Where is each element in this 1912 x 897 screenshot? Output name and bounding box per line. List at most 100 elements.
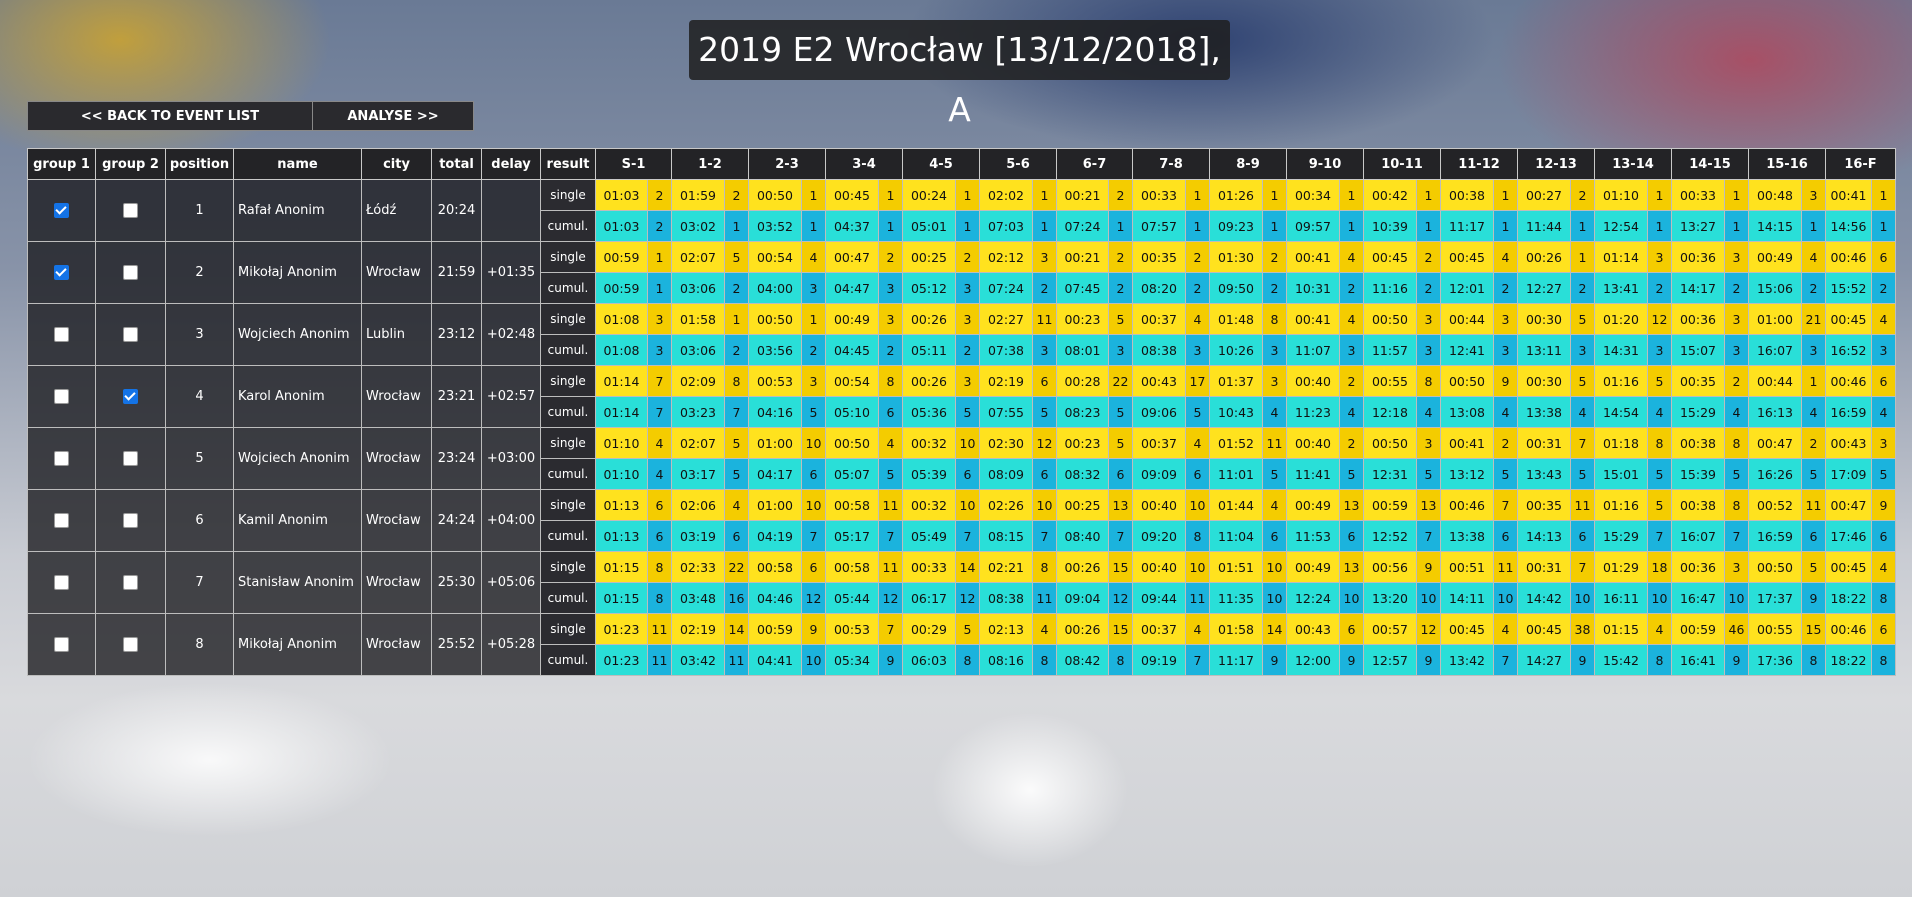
cumul-time-cell: 16:41 (1671, 644, 1725, 676)
single-place-cell: 2 (1185, 241, 1210, 273)
runner-single-row: 6 Kamil Anonim Wrocław 24:24 +04:00 single 01:… (27, 489, 1896, 552)
group2-checkbox[interactable] (123, 451, 138, 466)
single-place-cell: 4 (1262, 489, 1287, 521)
cumul-time-cell: 18:22 (1825, 582, 1872, 614)
single-time-cell: 00:40 (1286, 365, 1340, 397)
single-place-cell: 2 (1416, 241, 1441, 273)
cumul-time-cell: 13:38 (1517, 396, 1571, 428)
group2-checkbox[interactable] (123, 575, 138, 590)
runner-cumul-row: cumul. 01:15 8 03:48 16 04:46 12 05:44 12 06:17 12… (28, 582, 1896, 614)
single-time-cell: 00:29 (902, 613, 956, 645)
single-place-cell: 6 (647, 489, 672, 521)
cumul-time-cell: 14:13 (1517, 520, 1571, 552)
analyse-button[interactable]: ANALYSE >> (313, 101, 474, 131)
cumul-time-cell: 01:14 (595, 396, 648, 428)
group2-checkbox[interactable] (123, 327, 138, 342)
single-place-cell: 2 (647, 179, 672, 211)
single-place-cell: 4 (724, 489, 749, 521)
group2-checkbox[interactable] (123, 203, 138, 218)
group1-checkbox[interactable] (54, 451, 69, 466)
split-header: 12-13 (1517, 148, 1595, 180)
cumul-time-cell: 01:15 (595, 582, 648, 614)
cumul-time-cell: 15:39 (1671, 458, 1725, 490)
cumul-time-cell: 11:44 (1517, 210, 1571, 242)
cumul-place-cell: 4 (1339, 396, 1364, 428)
group1-checkbox[interactable] (54, 575, 69, 590)
name-cell: Rafał Anonim (233, 179, 362, 242)
total-cell: 20:24 (431, 179, 482, 242)
cumul-time-cell: 13:27 (1671, 210, 1725, 242)
cumul-time-cell: 07:55 (979, 396, 1033, 428)
single-time-cell: 00:27 (1517, 179, 1571, 211)
header-position: position (165, 148, 234, 180)
cumul-place-cell: 4 (1724, 396, 1749, 428)
result-type-label: cumul. (540, 210, 596, 242)
cumul-place-cell: 12 (1108, 582, 1133, 614)
runner-cumul-row: cumul. 01:10 4 03:17 5 04:17 6 05:07 5 05:39 6 08:0… (28, 458, 1896, 490)
cumul-time-cell: 05:12 (902, 272, 956, 304)
single-time-cell: 00:37 (1132, 303, 1186, 335)
group1-cell (27, 365, 96, 428)
split-header: 16-F (1825, 148, 1896, 180)
cumul-time-cell: 15:52 (1825, 272, 1872, 304)
group2-checkbox[interactable] (123, 389, 138, 404)
cumul-place-cell: 6 (1032, 458, 1057, 490)
group1-cell (27, 303, 96, 366)
group2-checkbox[interactable] (123, 265, 138, 280)
single-place-cell: 1 (1416, 179, 1441, 211)
result-type-label: cumul. (540, 582, 596, 614)
group1-checkbox[interactable] (54, 389, 69, 404)
header-total: total (431, 148, 482, 180)
header-group2: group 2 (95, 148, 166, 180)
cumul-time-cell: 12:27 (1517, 272, 1571, 304)
single-place-cell: 5 (1647, 365, 1672, 397)
result-type-label: cumul. (540, 396, 596, 428)
group1-checkbox[interactable] (54, 327, 69, 342)
cumul-place-cell: 3 (1647, 334, 1672, 366)
single-time-cell: 00:36 (1671, 303, 1725, 335)
cumul-place-cell: 5 (1724, 458, 1749, 490)
single-place-cell: 1 (1262, 179, 1287, 211)
single-place-cell: 10 (955, 489, 980, 521)
cumul-time-cell: 13:38 (1440, 520, 1494, 552)
single-place-cell: 1 (1724, 179, 1749, 211)
split-header: 9-10 (1286, 148, 1364, 180)
runner-cumul-row: cumul. 01:03 2 03:02 1 03:52 1 04:37 1 05:01 1 07:0… (28, 210, 1896, 242)
cumul-time-cell: 09:50 (1209, 272, 1263, 304)
position-cell: 4 (165, 365, 234, 428)
single-place-cell: 7 (1570, 551, 1595, 583)
group1-checkbox[interactable] (54, 513, 69, 528)
cumul-place-cell: 5 (878, 458, 903, 490)
single-time-cell: 00:46 (1825, 613, 1872, 645)
single-time-cell: 00:26 (902, 303, 956, 335)
group1-checkbox[interactable] (54, 203, 69, 218)
cumul-time-cell: 10:43 (1209, 396, 1263, 428)
single-time-cell: 01:00 (748, 489, 802, 521)
single-time-cell: 01:37 (1209, 365, 1263, 397)
back-to-event-list-button[interactable]: << BACK TO EVENT LIST (27, 101, 313, 131)
single-time-cell: 00:24 (902, 179, 956, 211)
cumul-place-cell: 8 (1032, 644, 1057, 676)
cumul-place-cell: 2 (1185, 272, 1210, 304)
group2-checkbox[interactable] (123, 513, 138, 528)
result-type-label: cumul. (540, 334, 596, 366)
cumul-place-cell: 8 (1185, 520, 1210, 552)
cumul-time-cell: 12:18 (1363, 396, 1417, 428)
split-header: S-1 (595, 148, 672, 180)
single-time-cell: 00:54 (748, 241, 802, 273)
group1-checkbox[interactable] (54, 637, 69, 652)
group1-checkbox[interactable] (54, 265, 69, 280)
single-place-cell: 8 (878, 365, 903, 397)
single-place-cell: 15 (1108, 551, 1133, 583)
single-place-cell: 8 (1416, 365, 1441, 397)
single-place-cell: 6 (1871, 365, 1896, 397)
cumul-time-cell: 08:40 (1056, 520, 1109, 552)
single-time-cell: 02:27 (979, 303, 1033, 335)
cumul-time-cell: 16:52 (1825, 334, 1872, 366)
group2-checkbox[interactable] (123, 637, 138, 652)
group2-cell (95, 365, 166, 428)
delay-cell: +05:28 (481, 613, 541, 676)
single-place-cell: 3 (1724, 303, 1749, 335)
cumul-time-cell: 11:16 (1363, 272, 1417, 304)
cumul-time-cell: 12:24 (1286, 582, 1340, 614)
